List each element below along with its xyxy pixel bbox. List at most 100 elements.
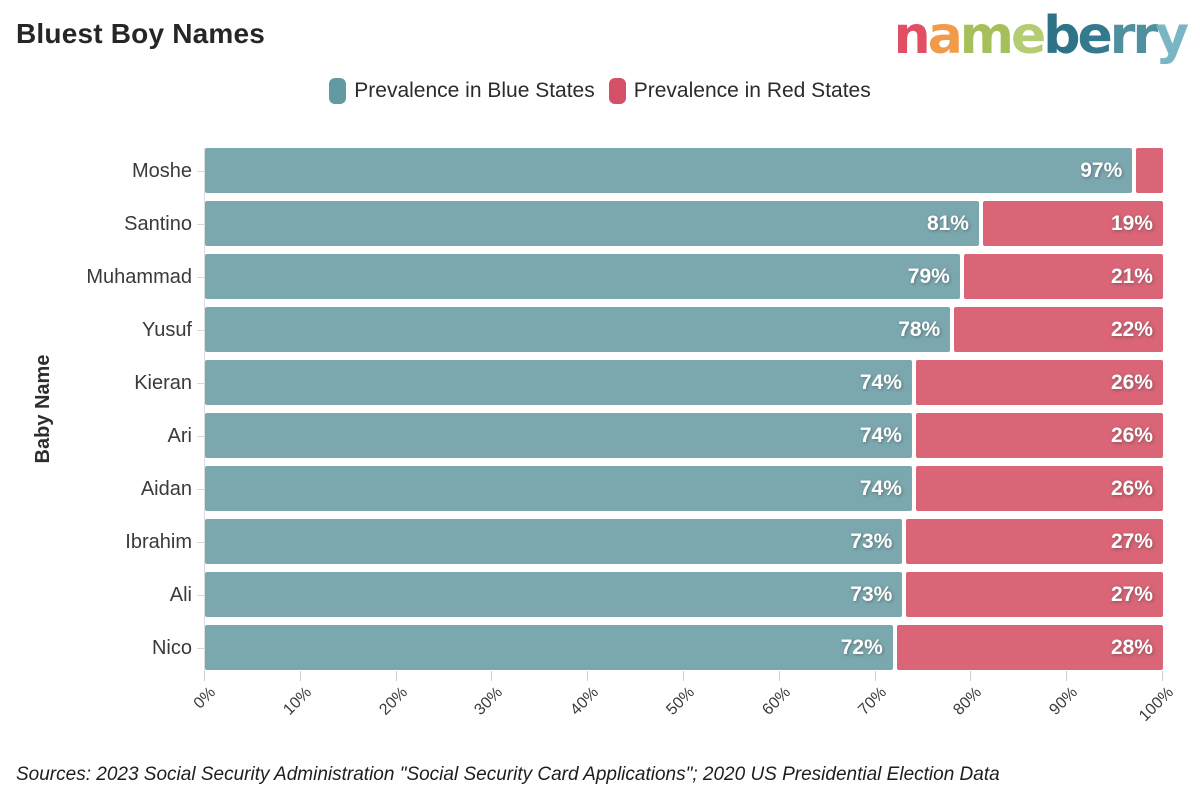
y-axis-line	[204, 148, 205, 671]
x-axis-tick-label: 50%	[663, 684, 699, 719]
blue-bar-segment: 72%	[205, 625, 893, 670]
category-label: Yusuf	[141, 318, 192, 341]
red-bar-segment: 22%	[954, 307, 1163, 352]
legend-swatch	[608, 78, 626, 104]
bar-value-label: 74%	[859, 423, 902, 447]
red-bar-segment: 26%	[915, 413, 1163, 458]
x-axis-tick	[587, 671, 589, 681]
blue-bar-segment: 79%	[205, 254, 960, 299]
bar-row: 97%	[205, 148, 1163, 193]
red-bar-segment: 21%	[963, 254, 1163, 299]
blue-bar-segment: 74%	[205, 413, 912, 458]
x-axis-tick	[395, 671, 397, 681]
category-label: Santino	[124, 212, 192, 235]
x-axis-tick-label: 30%	[471, 684, 507, 719]
x-axis-tick-label: 40%	[567, 684, 603, 719]
x-axis-tick	[491, 671, 493, 681]
bar-value-label: 26%	[1110, 423, 1153, 447]
bar-row: 73% 27%	[205, 519, 1163, 564]
plot-area: 97% 81% 19% 79% 21% 78% 22% 74% 26% 74% 26% 74% 26% 7…	[205, 148, 1163, 670]
x-axis-tick	[299, 671, 301, 681]
x-axis-tick-label: 10%	[280, 684, 315, 719]
y-axis-tick	[197, 170, 204, 172]
y-axis-title: Baby Name	[32, 354, 54, 464]
bar-value-label: 73%	[850, 529, 893, 553]
bar-value-label: 21%	[1110, 264, 1153, 288]
category-label: Kieran	[134, 371, 192, 394]
red-bar-segment: 19%	[982, 201, 1163, 246]
red-bar-segment: 26%	[915, 360, 1163, 405]
x-axis-tick-label: 20%	[375, 684, 411, 719]
bar-value-label: 79%	[907, 264, 950, 288]
logo-letter: e	[1077, 6, 1113, 66]
bar-value-label: 28%	[1110, 635, 1153, 659]
bar-row: 74% 26%	[205, 413, 1163, 458]
x-axis-tick	[1162, 671, 1163, 681]
bar-value-label: 27%	[1110, 529, 1153, 553]
x-axis-tick	[683, 671, 684, 681]
blue-bar-segment: 74%	[205, 466, 912, 511]
legend-label: Prevalence in Red States	[633, 79, 871, 102]
x-axis-tick-label: 90%	[1046, 684, 1082, 719]
bar-value-label: 22%	[1110, 317, 1153, 341]
category-label: Muhammad	[86, 265, 192, 288]
x-axis-tick-label: 70%	[854, 684, 890, 719]
bar-row: 78% 22%	[205, 307, 1163, 352]
bar-value-label: 97%	[1080, 158, 1123, 182]
category-label: Ali	[169, 583, 192, 606]
blue-bar-segment: 74%	[205, 360, 912, 405]
category-label: Moshe	[131, 159, 192, 182]
y-axis-tick	[197, 276, 204, 278]
y-axis-tick	[197, 594, 204, 596]
x-axis-tick-label: 100%	[1136, 684, 1178, 725]
logo-letter: y	[1155, 6, 1189, 66]
blue-bar-segment: 78%	[205, 307, 951, 352]
source-note: Sources: 2023 Social Security Administra…	[16, 764, 1000, 785]
bar-row: 74% 26%	[205, 360, 1163, 405]
logo-letter: r	[1132, 6, 1158, 66]
bar-row: 79% 21%	[205, 254, 1163, 299]
bar-row: 74% 26%	[205, 466, 1163, 511]
x-axis-tick-label: 80%	[950, 684, 986, 719]
logo-letter: b	[1043, 6, 1080, 66]
y-axis-tick	[197, 541, 204, 543]
y-axis-tick	[197, 647, 204, 649]
bar-value-label: 72%	[840, 635, 883, 659]
logo-letter: n	[893, 6, 931, 66]
category-label: Ibrahim	[125, 530, 192, 553]
blue-bar-segment: 73%	[205, 572, 903, 617]
logo-letter: r	[1109, 6, 1136, 66]
red-bar-segment: 26%	[915, 466, 1163, 511]
legend-item: Prevalence in Blue States	[329, 78, 595, 104]
bar-value-label: 19%	[1110, 211, 1153, 235]
red-bar-segment: 27%	[906, 572, 1163, 617]
y-axis-tick	[197, 435, 204, 437]
bar-row: 73% 27%	[205, 572, 1163, 617]
red-bar-segment: 28%	[896, 625, 1163, 670]
y-axis-tick	[197, 382, 204, 384]
nameberry-logo: nameberry	[893, 6, 1189, 66]
legend-swatch	[329, 78, 347, 104]
logo-letter: a	[927, 6, 963, 66]
x-axis-tick-label: 60%	[759, 684, 794, 719]
category-label: Aidan	[140, 477, 192, 500]
chart-title: Bluest Boy Names	[16, 18, 266, 49]
legend-label: Prevalence in Blue States	[354, 79, 595, 102]
x-axis-tick-label: 0%	[190, 684, 220, 713]
logo-letter: e	[1010, 6, 1046, 66]
x-axis-tick	[970, 671, 972, 681]
legend-item: Prevalence in Red States	[608, 78, 871, 104]
bar-value-label: 26%	[1110, 476, 1153, 500]
bar-value-label: 26%	[1110, 370, 1153, 394]
blue-bar-segment: 73%	[205, 519, 903, 564]
bar-row: 81% 19%	[205, 201, 1163, 246]
y-axis-tick	[197, 488, 204, 490]
bar-value-label: 81%	[926, 211, 969, 235]
y-axis-tick	[197, 329, 204, 331]
red-bar-segment: 27%	[906, 519, 1163, 564]
bar-row: 72% 28%	[205, 625, 1163, 670]
bar-value-label: 27%	[1110, 582, 1153, 606]
blue-bar-segment: 81%	[205, 201, 979, 246]
red-bar-segment	[1136, 148, 1163, 193]
